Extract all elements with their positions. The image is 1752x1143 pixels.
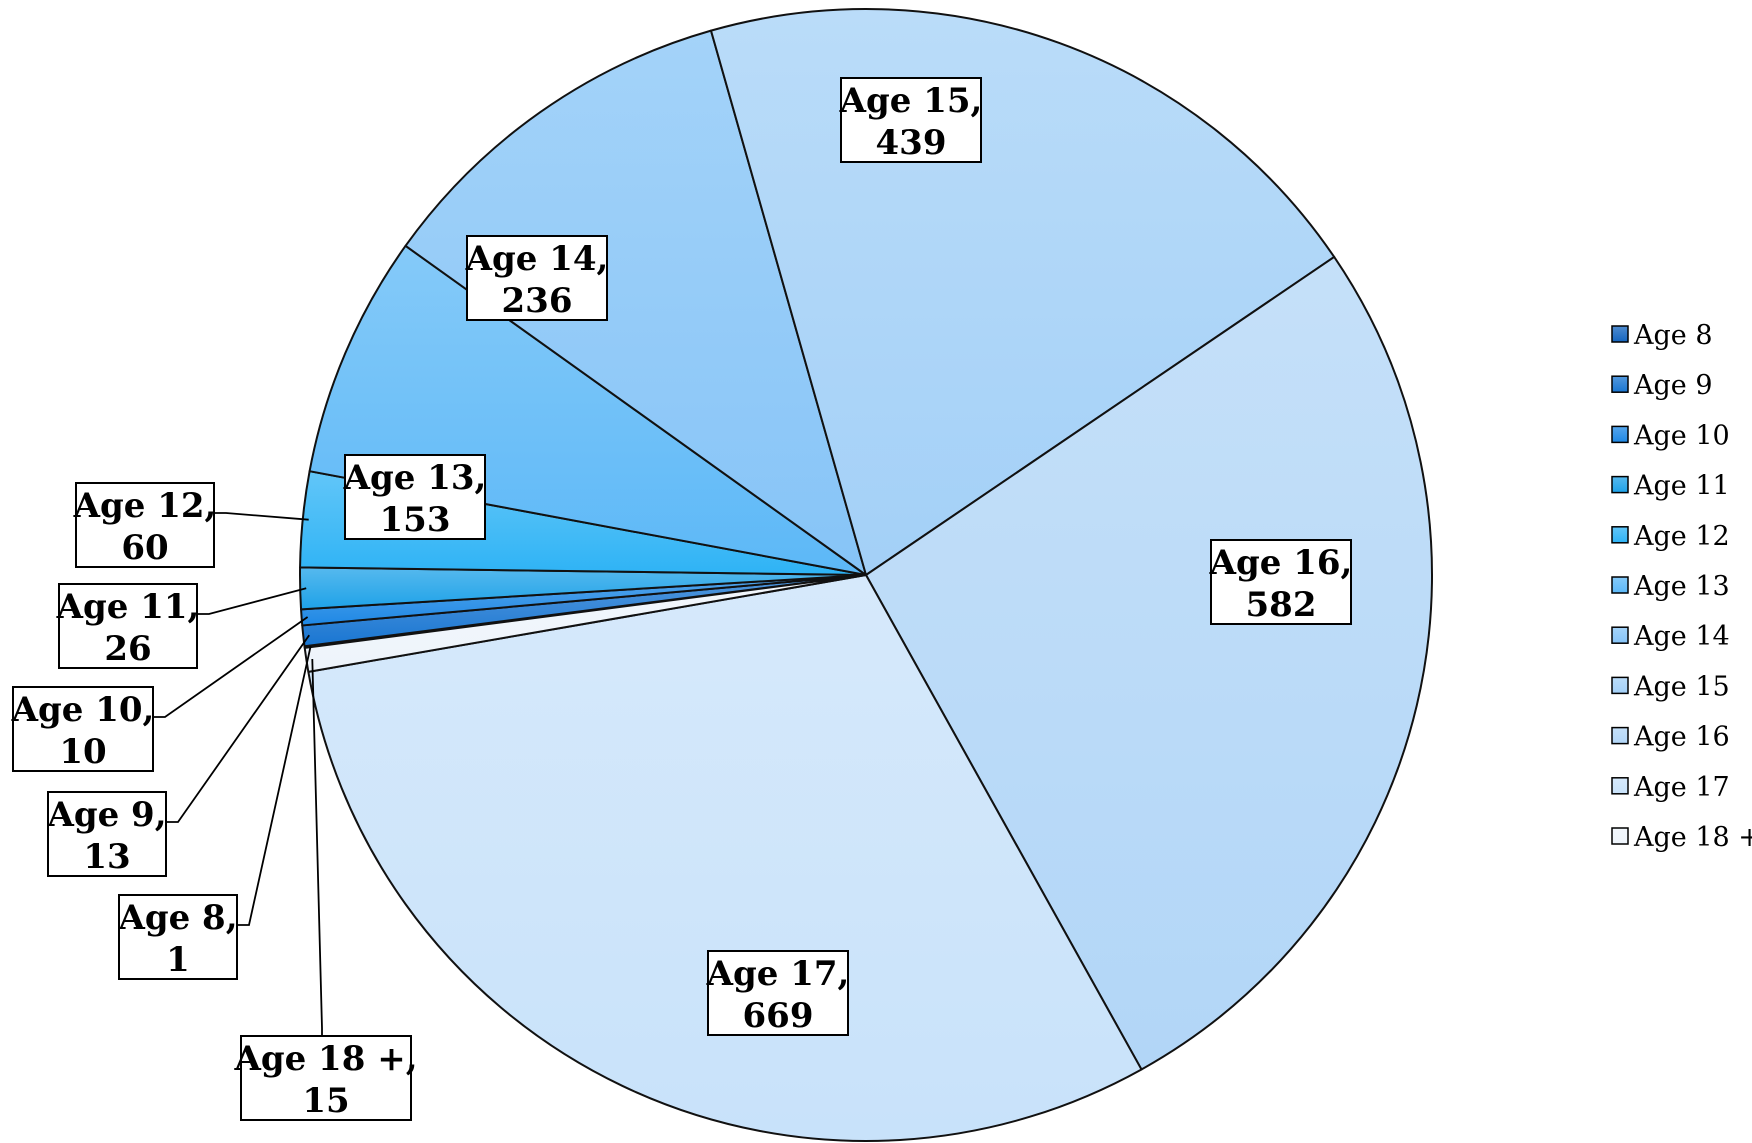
data-label-age-18: Age 18 +,15 <box>233 1035 418 1121</box>
legend-label: Age 8 <box>1633 320 1713 351</box>
legend-item-age-13: Age 13 <box>1611 571 1730 602</box>
data-label-category: Age 13, <box>343 458 487 498</box>
data-label-value: 60 <box>121 528 168 568</box>
data-label-category: Age 15, <box>839 81 983 121</box>
leader-line-age-10 <box>153 616 309 718</box>
data-label-box <box>707 950 849 1036</box>
data-label-box <box>840 77 982 163</box>
data-label-box <box>240 1035 412 1121</box>
data-label-age-12: Age 12,60 <box>73 482 217 568</box>
data-label-value: 236 <box>502 281 573 321</box>
data-label-category: Age 8, <box>117 898 237 938</box>
data-label-category: Age 12, <box>73 486 217 526</box>
legend-label: Age 13 <box>1633 571 1730 602</box>
data-label-value: 1 <box>166 940 190 980</box>
legend-swatch <box>1611 827 1629 845</box>
data-label-value: 153 <box>380 500 451 540</box>
legend-swatch <box>1611 425 1629 444</box>
data-label-value: 15 <box>302 1081 349 1121</box>
legend-swatch <box>1611 777 1629 795</box>
data-label-age-17: Age 17,669 <box>706 950 850 1036</box>
legend-item-age-15: Age 15 <box>1611 671 1730 702</box>
legend-item-age-8: Age 8 <box>1611 320 1713 351</box>
data-label-category: Age 18 +, <box>233 1039 417 1079</box>
leader-lines <box>153 512 323 1036</box>
data-label-value: 669 <box>743 996 814 1036</box>
legend-swatch <box>1611 576 1629 594</box>
legend-label: Age 10 <box>1633 420 1730 451</box>
legend-swatch <box>1611 626 1629 644</box>
data-label-category: Age 9, <box>46 795 166 835</box>
data-label-value: 439 <box>876 123 947 163</box>
legend-label: Age 17 <box>1633 772 1730 803</box>
legend-swatch <box>1611 325 1629 343</box>
data-label-value: 582 <box>1246 585 1317 625</box>
data-label-age-14: Age 14,236 <box>465 235 609 321</box>
legend-label: Age 15 <box>1633 671 1730 702</box>
data-label-value: 26 <box>104 629 151 669</box>
legend-label: Age 11 <box>1633 471 1730 502</box>
data-label-box <box>1210 539 1352 625</box>
data-label-age-15: Age 15,439 <box>839 77 983 163</box>
data-label-category: Age 14, <box>465 239 609 279</box>
legend-item-age-16: Age 16 <box>1611 722 1730 753</box>
legend-label: Age 14 <box>1633 621 1730 652</box>
legend-swatch <box>1611 726 1629 745</box>
leader-line-age-18 <box>311 658 323 1036</box>
data-label-age-9: Age 9,13 <box>46 791 167 877</box>
data-label-age-11: Age 11,26 <box>56 583 200 669</box>
data-label-box <box>47 791 167 877</box>
data-label-box <box>58 583 198 669</box>
legend-item-age-14: Age 14 <box>1611 621 1730 652</box>
data-label-box <box>466 235 608 321</box>
data-label-age-16: Age 16,582 <box>1209 539 1353 625</box>
legend-item-age-12: Age 12 <box>1611 521 1730 552</box>
data-label-age-10: Age 10,10 <box>11 686 155 772</box>
data-label-age-8: Age 8,1 <box>117 894 238 980</box>
data-label-value: 13 <box>83 837 130 877</box>
legend-label: Age 9 <box>1633 370 1713 401</box>
data-label-box <box>344 454 486 540</box>
leader-line-age-12 <box>214 512 309 521</box>
leader-line-age-9 <box>166 634 310 823</box>
legend-swatch <box>1611 676 1629 695</box>
legend-item-age-10: Age 10 <box>1611 420 1730 451</box>
legend-item-age-17: Age 17 <box>1611 772 1730 803</box>
data-label-box <box>75 482 215 568</box>
pie-slice-age-18 <box>303 574 867 673</box>
leader-line-age-11 <box>197 587 307 615</box>
data-label-value: 10 <box>59 732 106 772</box>
data-label-category: Age 10, <box>11 690 155 730</box>
legend-item-age-11: Age 11 <box>1611 471 1730 502</box>
legend-swatch <box>1611 475 1629 494</box>
data-label-box <box>118 894 238 980</box>
pie-slice-age-16 <box>865 255 1433 1071</box>
leader-line-age-8 <box>237 646 312 926</box>
legend-swatch <box>1611 526 1629 544</box>
legend: Age 8 Age 9 Age 10 Age 11 Age 12 Age 13 Age 14… <box>1611 320 1752 853</box>
legend-label: Age 16 <box>1633 722 1730 753</box>
legend-label: Age 18 + <box>1633 822 1752 853</box>
data-label-age-13: Age 13,153 <box>343 454 487 540</box>
data-label-box <box>12 686 154 772</box>
legend-label: Age 12 <box>1633 521 1730 552</box>
pie-slices <box>299 8 1433 1142</box>
pie-slice-age-17 <box>307 574 1143 1142</box>
legend-swatch <box>1611 375 1629 393</box>
pie-slice-age-14 <box>404 29 867 576</box>
data-label-category: Age 17, <box>706 954 850 994</box>
legend-item-age-9: Age 9 <box>1611 370 1713 401</box>
data-label-category: Age 16, <box>1209 543 1353 583</box>
data-labels: Age 8,1 Age 9,13 Age 10,10 Age 11,26 Age 12,… <box>11 77 1353 1121</box>
legend-item-age-18: Age 18 + <box>1611 822 1752 853</box>
data-label-category: Age 11, <box>56 587 200 627</box>
